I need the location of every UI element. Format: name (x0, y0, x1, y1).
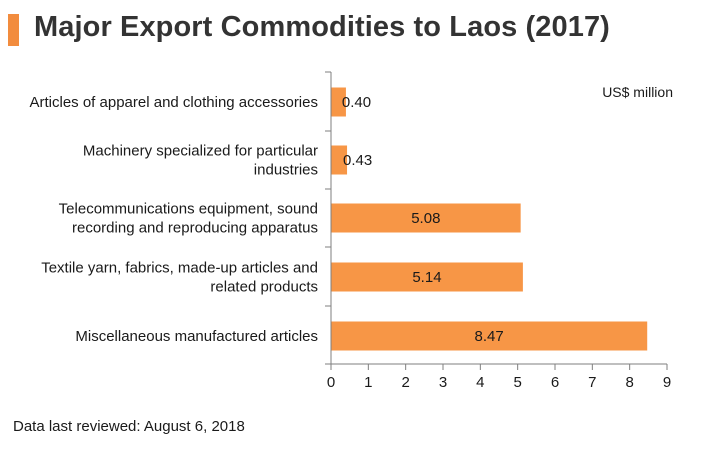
bar (331, 262, 523, 292)
category-label: Articles of apparel and clothing accesso… (30, 94, 319, 111)
bar-value-label: 5.14 (412, 269, 441, 286)
x-tick-label: 7 (588, 374, 596, 391)
x-tick-label: 3 (439, 374, 447, 391)
category-label: recording and reproducing apparatus (72, 220, 318, 237)
x-tick-label: 0 (327, 374, 335, 391)
bar-value-label: 0.43 (343, 152, 372, 169)
bar (331, 321, 648, 351)
x-tick-label: 8 (625, 374, 633, 391)
axis-layer (325, 71, 668, 370)
x-tick-label: 6 (551, 374, 559, 391)
unit-label: US$ million (602, 84, 673, 100)
category-label: Machinery specialized for particular (83, 143, 318, 160)
category-label: Telecommunications equipment, sound (59, 201, 318, 218)
category-label: Miscellaneous manufactured articles (75, 328, 318, 345)
chart-title: Major Export Commodities to Laos (2017) (34, 11, 610, 43)
x-tick-label: 4 (476, 374, 484, 391)
bars-layer (331, 87, 648, 351)
category-label: Textile yarn, fabrics, made-up articles … (41, 260, 318, 277)
bar (331, 145, 348, 175)
title-accent-bar (8, 14, 19, 46)
bar-value-label: 8.47 (475, 328, 504, 345)
x-tick-label: 9 (663, 374, 671, 391)
bar (331, 87, 346, 117)
labels-layer: 0 1 2 3 4 5 6 7 8 9 Articles of apparel and clothi… (30, 94, 672, 391)
category-label: related products (210, 279, 318, 296)
x-tick-label: 5 (513, 374, 521, 391)
bar-value-label: 5.08 (411, 210, 440, 227)
bar (331, 203, 521, 233)
x-tick-label: 1 (364, 374, 372, 391)
bar-value-label: 0.40 (342, 94, 371, 111)
footnote: Data last reviewed: August 6, 2018 (13, 418, 245, 435)
category-label: industries (254, 162, 318, 179)
x-tick-label: 2 (401, 374, 409, 391)
